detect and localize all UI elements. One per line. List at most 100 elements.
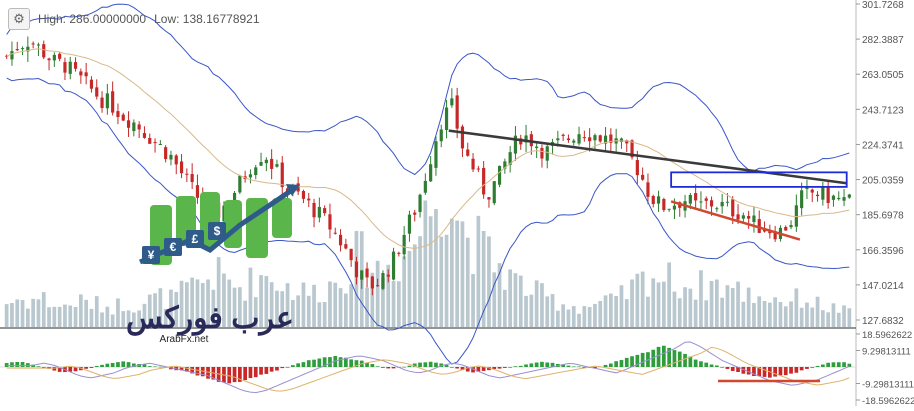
candle-body [354,261,359,278]
candle-body [529,134,533,147]
histogram-bar [264,367,269,374]
volume-bar [10,303,14,327]
volume-bar [513,273,518,327]
candle-body [100,97,104,108]
histogram-bar [667,347,672,367]
histogram-bar [195,367,200,376]
volume-bar [391,280,396,327]
volume-bar [25,308,30,327]
histogram-bar [773,367,778,377]
candle-body [805,187,809,190]
volume-bar [269,282,274,327]
volume-bar [105,306,110,327]
candle-body [593,135,597,141]
candle-body [323,208,327,214]
histogram-bar [381,367,385,368]
volume-bar [524,295,528,327]
candle-body [513,135,518,154]
volume-bar [783,306,788,327]
candle-body [603,135,608,144]
histogram-bar [752,367,756,377]
histogram-bar [736,367,740,372]
oscillator-group [0,341,856,394]
candle-body [15,49,19,51]
histogram-bar [502,367,507,368]
candle-body [572,140,576,143]
volume-bar [121,311,126,327]
histogram-bar [423,362,428,367]
price-tick-label: 224.3741 [862,140,904,151]
histogram-bar [259,367,263,375]
histogram-bar [513,366,518,367]
histogram-bar [672,350,677,367]
histogram-bar [635,354,640,367]
candle-body [540,147,544,159]
volume-bar [471,274,475,327]
volume-bar [646,296,650,327]
histogram-bar [571,366,576,368]
histogram-bar [593,367,597,369]
candle-body [471,158,475,170]
volume-bar [423,200,428,327]
histogram-bar [534,362,539,367]
volume-bar [815,296,820,327]
price-tick-label: 205.0359 [862,176,904,187]
histogram-bar [434,362,438,367]
histogram-bar [614,361,619,367]
volume-bar [635,273,640,327]
candle-body [301,190,306,199]
volume-bar [630,279,634,327]
volume-bar [651,278,656,327]
histogram-bar [699,361,703,367]
volume-bar [343,293,348,327]
price-tick-label: 263.0505 [862,70,904,81]
volume-bar [89,308,94,327]
candle-body [508,152,512,165]
candle-body [402,234,406,255]
candle-body [179,161,184,174]
histogram-bar [402,366,407,368]
candle-body [317,206,321,218]
volume-bar [476,215,481,327]
volume-bar [502,289,507,327]
volume-bar [285,283,290,327]
candle-body [455,95,459,129]
histogram-bar [4,363,9,367]
histogram-bar [349,359,354,367]
volume-bar [534,280,539,327]
candle-body [126,120,131,128]
volume-bar [465,237,470,327]
histogram-bar [52,367,57,371]
volume-bar [237,287,242,327]
candle-body [174,155,178,165]
candle-body [429,164,433,182]
histogram-bar [449,367,454,368]
histogram-bar [105,363,110,367]
histogram-bar [789,367,793,374]
volume-bar [555,310,560,327]
volume-bar [116,298,120,327]
histogram-bar [237,367,242,382]
histogram-bar [783,367,788,376]
volume-bar [487,236,491,327]
volume-bar [253,297,258,327]
gear-icon[interactable]: ⚙ [8,8,30,30]
histogram-bar [661,345,666,367]
candle-body [815,194,820,197]
candle-body [89,79,94,89]
histogram-bar [126,362,131,367]
candle-body [370,276,374,289]
osc-tick-label: 18.5962622 [862,330,912,341]
candle-body [307,198,311,201]
histogram-bar [757,367,762,377]
histogram-bar [68,367,73,372]
histogram-bar [290,365,295,367]
volume-bar [624,299,629,327]
volume-bar [667,262,672,327]
volume-bar [370,272,375,327]
histogram-bar [285,367,290,368]
histogram-bar [518,365,523,367]
volume-bar [68,305,73,327]
candle-body [148,138,152,144]
